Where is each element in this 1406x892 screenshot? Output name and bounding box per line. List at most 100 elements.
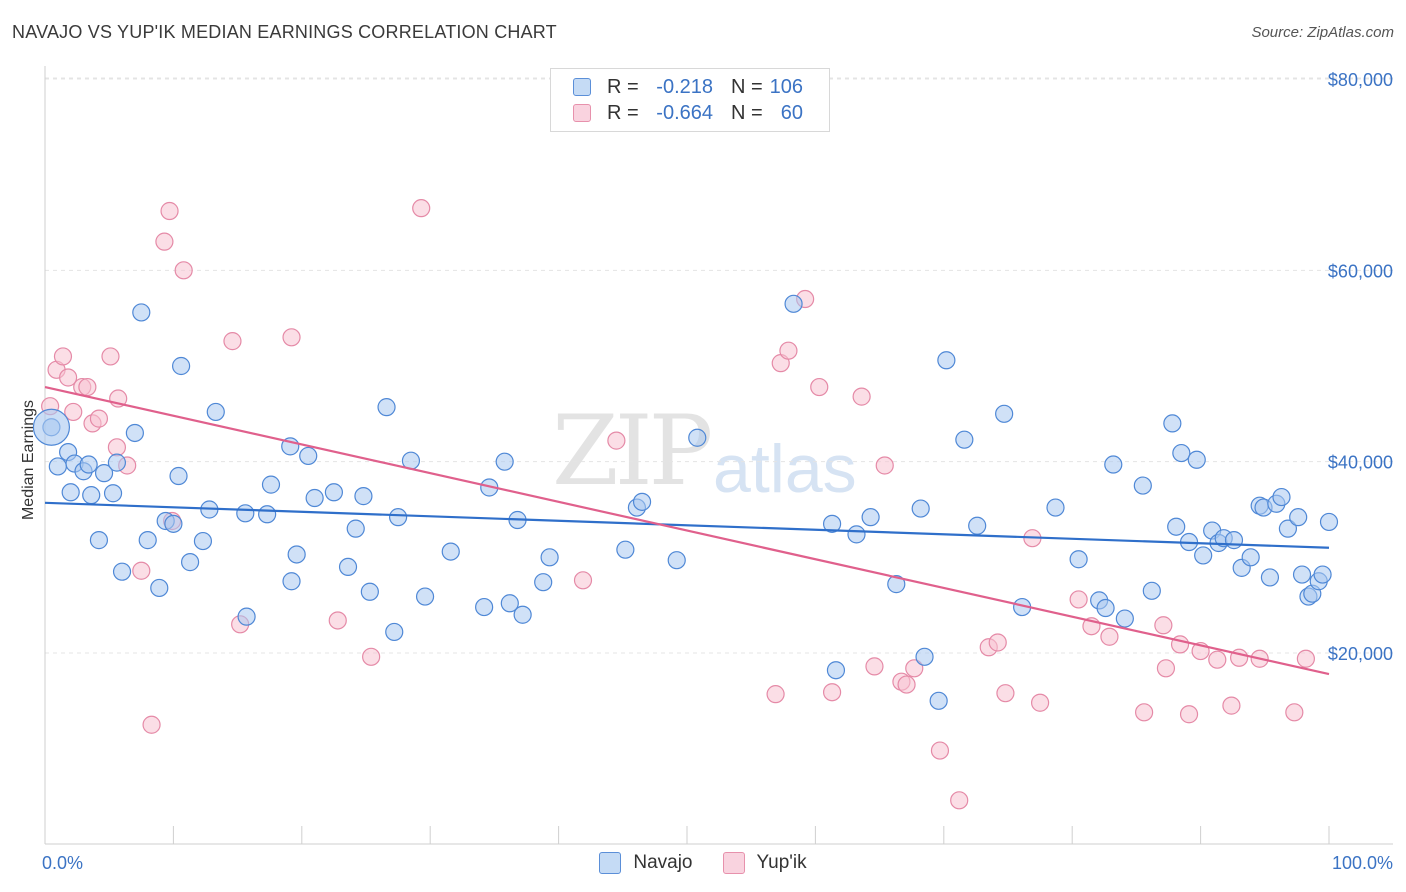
yupik-point — [328, 611, 347, 630]
yupik-point — [996, 684, 1015, 703]
yupik-point — [1154, 616, 1173, 635]
navajo-point — [475, 597, 494, 617]
navajo-point — [61, 483, 80, 502]
navajo-trend-line — [44, 501, 1330, 549]
yupik-point — [810, 377, 829, 397]
navajo-point — [150, 578, 169, 598]
source-label: Source: ZipAtlas.com — [1251, 24, 1394, 41]
yupik-point — [1285, 703, 1304, 722]
navajo-point — [534, 573, 553, 592]
navajo-point — [125, 423, 144, 443]
yupik-point — [59, 368, 78, 387]
navajo-point — [937, 351, 956, 370]
legend-n-value: 60 — [780, 101, 803, 124]
x-tick-label: 0.0% — [42, 853, 83, 873]
navajo-point — [193, 531, 213, 551]
navajo-point — [915, 647, 934, 666]
navajo-point — [261, 475, 281, 494]
watermark-atlas: atlas — [713, 431, 857, 507]
yupik-point — [107, 438, 127, 457]
legend-n-value: 106 — [769, 75, 803, 98]
yupik-point — [174, 261, 193, 280]
y-tick-label: $60,000 — [1328, 261, 1393, 281]
navajo-point — [206, 402, 225, 422]
navajo-point — [258, 505, 277, 524]
navajo-point — [112, 562, 132, 581]
yupik-point — [905, 659, 924, 678]
navajo-point — [48, 457, 67, 476]
navajo-point — [632, 492, 652, 511]
navajo-point — [103, 484, 123, 503]
navajo-point — [164, 514, 183, 533]
navajo-point — [1224, 531, 1244, 550]
legend-r-value: -0.218 — [656, 75, 713, 98]
navajo-point — [1260, 568, 1280, 587]
x-tick-label: 100.0% — [1332, 853, 1393, 873]
navajo-point — [441, 542, 460, 561]
navajo-point — [929, 691, 948, 710]
navajo-point — [1313, 565, 1332, 584]
navajo-point — [1167, 517, 1186, 536]
yupik-point — [607, 431, 626, 450]
navajo-points — [32, 294, 1339, 710]
navajo-point — [1142, 581, 1161, 600]
navajo-point — [89, 531, 109, 550]
y-tick-label: $80,000 — [1328, 70, 1393, 90]
yupik-point — [282, 328, 301, 347]
navajo-point — [415, 587, 435, 606]
navajo-point — [360, 582, 379, 601]
yupik-point — [1030, 693, 1050, 712]
legend-n-label: N = — [731, 75, 763, 98]
yupik-legend-swatch — [722, 852, 745, 874]
series-legend: Navajo Yup'ik — [0, 852, 1406, 874]
navajo-point — [287, 545, 306, 564]
navajo-point — [1096, 598, 1115, 618]
yupik-point — [766, 685, 785, 704]
navajo-point — [1069, 550, 1088, 569]
navajo-point — [132, 303, 151, 322]
navajo-point — [1104, 455, 1123, 474]
y-tick-label: $40,000 — [1328, 453, 1393, 473]
navajo-point — [82, 486, 101, 505]
navajo-point — [784, 294, 803, 313]
legend-row-navajo: R = -0.218 N = 106 — [573, 74, 803, 100]
navajo-point — [1278, 519, 1298, 538]
yupik-point — [865, 657, 884, 676]
yupik-point — [53, 347, 73, 366]
navajo-point — [305, 488, 324, 508]
yupik-point — [155, 232, 174, 251]
watermark-zip: ZIP — [552, 395, 713, 507]
navajo-point — [1133, 476, 1152, 495]
navajo-point — [1292, 565, 1312, 584]
navajo-point — [94, 464, 114, 483]
yupik-point — [988, 633, 1007, 652]
y-axis-label: Median Earnings — [20, 400, 37, 520]
navajo-point — [995, 404, 1014, 423]
trend-lines — [44, 385, 1330, 676]
yupik-point — [1179, 705, 1199, 724]
navajo-point — [1115, 609, 1134, 628]
navajo-point — [861, 508, 880, 527]
navajo-point — [377, 398, 396, 417]
navajo-point — [1187, 450, 1206, 469]
navajo-point — [826, 661, 846, 680]
navajo-point — [955, 430, 974, 449]
yupik-swatch — [573, 104, 591, 122]
navajo-point — [236, 504, 255, 523]
yupik-point — [412, 199, 431, 218]
yupik-point — [822, 683, 842, 702]
yupik-point — [223, 332, 242, 351]
legend-item-navajo[interactable]: Navajo — [599, 852, 693, 874]
yupik-point — [852, 387, 871, 406]
yupik-point — [1296, 649, 1315, 668]
yupik-point — [64, 402, 83, 422]
navajo-point — [324, 483, 343, 502]
legend-item-yupik[interactable]: Yup'ik — [722, 852, 807, 874]
yupik-point — [1222, 696, 1241, 715]
legend-yupik-label: Yup'ik — [756, 852, 807, 873]
navajo-point — [172, 356, 191, 376]
navajo-point — [822, 514, 842, 533]
yupik-point — [897, 675, 916, 694]
yupik-point — [950, 791, 969, 810]
